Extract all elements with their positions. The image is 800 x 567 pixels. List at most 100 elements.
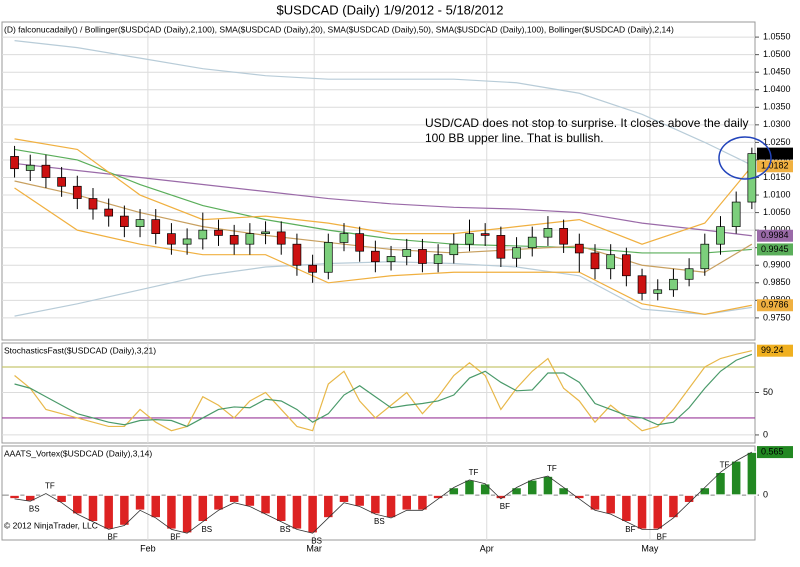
bar	[651, 494, 664, 531]
bar	[369, 494, 382, 515]
price-tag-label: 99.24	[761, 345, 784, 355]
candle-body	[245, 233, 255, 245]
price-tag	[757, 344, 793, 357]
y-tick-label: 1.0100	[763, 189, 791, 199]
bar	[181, 494, 193, 534]
x-tick-label: Mar	[306, 543, 322, 553]
bar	[385, 494, 397, 519]
y-tick-label: 1.0550	[763, 31, 791, 41]
price-tag-label: 0.9786	[761, 300, 789, 310]
signal-label: BF	[170, 532, 180, 541]
bar	[212, 494, 225, 512]
panel-frame	[1, 342, 756, 444]
candle-body	[653, 289, 663, 294]
candle-body	[308, 264, 317, 273]
panel-label: (D) falconucadaily() / Bollinger($USDCAD…	[4, 24, 674, 34]
signal-label: BS	[374, 517, 385, 526]
bar	[510, 486, 523, 496]
price-tag	[757, 243, 793, 256]
price-tag-label: 1.0182	[761, 161, 789, 171]
candle-body	[574, 243, 584, 254]
bar	[244, 494, 256, 508]
candle-body	[261, 231, 270, 234]
y-tick-label: 1.0300	[763, 119, 791, 129]
x-tick-label: Feb	[140, 543, 156, 553]
price-tag	[757, 446, 793, 459]
candle-body	[684, 268, 694, 280]
highlight-circle	[718, 136, 772, 180]
y-tick-label: 1.0400	[763, 84, 791, 94]
bar	[149, 494, 162, 519]
candle-body	[622, 254, 631, 277]
y-tick-label: 1.0500	[763, 49, 791, 59]
bar	[604, 494, 617, 515]
bar	[275, 494, 287, 523]
signal-label: BS	[29, 504, 40, 513]
candle-body	[167, 233, 176, 245]
overlay-line	[14, 40, 753, 166]
candle-body	[433, 254, 443, 264]
overlay-line	[14, 162, 752, 237]
candle-body	[104, 208, 114, 217]
annotation: USD/CAD does not stop to surprise. It cl…	[425, 116, 749, 130]
signal-label: BS	[280, 525, 291, 534]
bar	[118, 494, 131, 527]
bar	[620, 494, 633, 523]
candle-body	[292, 243, 302, 266]
y-tick-label: 50	[763, 387, 773, 397]
candle-body	[120, 215, 129, 227]
bar	[746, 451, 758, 496]
bar	[432, 494, 444, 500]
overlay-line	[14, 187, 752, 315]
bar	[87, 494, 99, 523]
bar	[636, 494, 648, 531]
price-tag-label: 0.9984	[761, 230, 789, 240]
candle-body	[57, 177, 66, 187]
signal-label: TF	[720, 460, 730, 469]
candle-body	[355, 233, 365, 252]
price-tag-label: 0.9945	[761, 244, 789, 254]
candle-body	[323, 242, 333, 273]
candle-body	[669, 278, 678, 291]
panel-frame	[1, 21, 756, 341]
bar	[448, 486, 460, 496]
stochastic-line	[14, 353, 753, 428]
bar	[8, 494, 21, 500]
bar	[353, 494, 366, 508]
price-tag-label: 1.0218	[761, 148, 789, 158]
bar	[228, 494, 240, 504]
candle-body	[496, 235, 506, 259]
x-tick-label: Apr	[480, 543, 494, 553]
candle-body	[198, 229, 208, 240]
panel-label: StochasticsFast($USDCAD (Daily),3,21)	[4, 345, 156, 355]
bar	[463, 479, 476, 496]
signal-label: TF	[469, 468, 479, 477]
signal-label: BF	[657, 532, 667, 541]
y-tick-label: 1.0000	[763, 225, 791, 235]
candle-body	[386, 256, 396, 263]
vortex-line	[14, 451, 753, 534]
candle-body	[637, 275, 647, 294]
y-tick-label: 1.0350	[763, 102, 791, 112]
y-tick-label: 1.0250	[763, 137, 791, 147]
bar	[55, 494, 68, 504]
bar	[573, 494, 586, 500]
bar	[306, 494, 319, 534]
bar	[259, 494, 272, 515]
bar	[338, 494, 350, 504]
candle-body	[543, 228, 553, 238]
candle-body	[88, 198, 98, 210]
candle-body	[418, 249, 427, 264]
bar	[134, 494, 146, 512]
price-tag	[757, 229, 793, 242]
y-tick-label: 0.9850	[763, 277, 791, 287]
bar	[197, 494, 209, 523]
signal-label: TF	[547, 464, 557, 473]
panel-label: AAATS_Vortex($USDCAD (Daily),3,14)	[4, 448, 152, 458]
candle-body	[135, 219, 145, 227]
candle-body	[10, 156, 19, 170]
y-tick-label: 0.9900	[763, 260, 791, 270]
candle-body	[527, 236, 537, 249]
candle-body	[731, 201, 741, 227]
bar	[526, 479, 538, 496]
